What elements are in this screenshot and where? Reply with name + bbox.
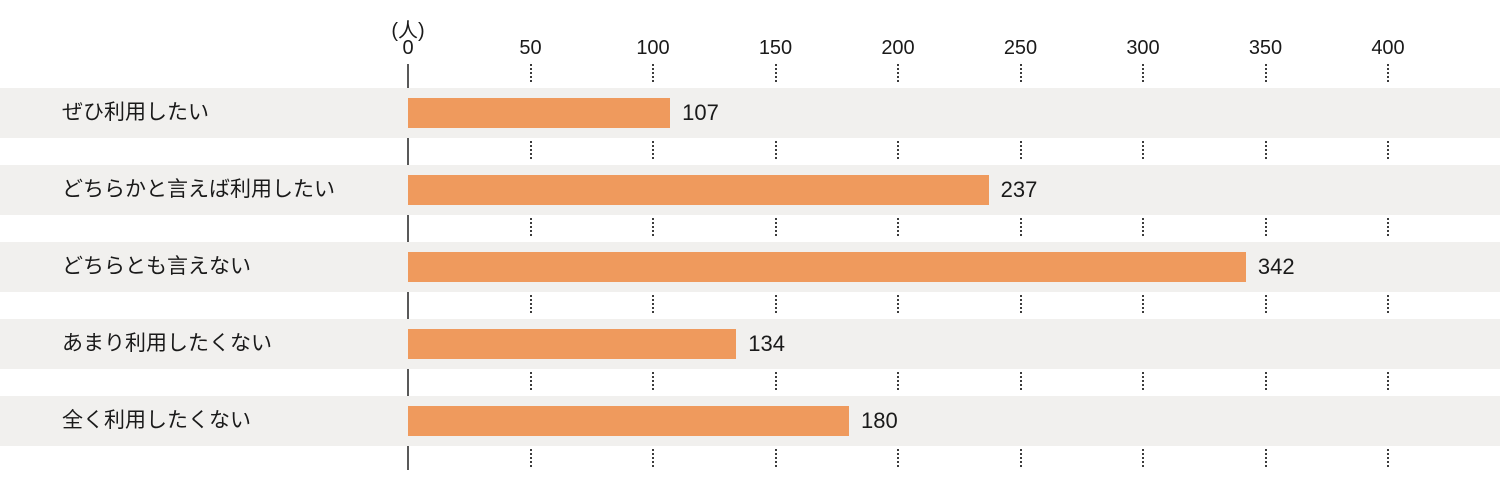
category-label: 全く利用したくない — [62, 409, 251, 432]
grid-tick-mark — [774, 449, 777, 467]
x-axis-tick-label: 300 — [1126, 37, 1160, 59]
x-axis-tick-label: 0 — [402, 37, 414, 59]
grid-tick-mark — [897, 218, 899, 236]
category-label: どちらとも言えない — [62, 255, 251, 278]
chart-row: どちらかと言えば利用したい 237 — [0, 165, 1500, 215]
category-label: あまり利用したくない — [62, 332, 272, 355]
grid-tick-mark — [897, 295, 899, 313]
grid-tick-mark — [529, 141, 532, 159]
chart-row: ぜひ利用したい 107 — [0, 88, 1500, 138]
grid-tick-mark — [652, 218, 654, 236]
grid-tick-mark — [1142, 141, 1144, 159]
value-label: 107 — [682, 100, 719, 125]
grid-tick-mark — [1387, 295, 1389, 313]
grid-tick-mark — [529, 218, 532, 236]
chart-row: 全く利用したくない 180 — [0, 396, 1500, 446]
grid-tick-mark — [652, 372, 654, 390]
x-axis-tick-label: 200 — [881, 37, 915, 59]
grid-tick-mark — [1142, 218, 1144, 236]
grid-tick-mark — [1387, 449, 1389, 467]
category-label: ぜひ利用したい — [62, 101, 209, 124]
grid-tick-mark — [1264, 64, 1267, 82]
axis-unit-label: (人) — [391, 20, 425, 42]
grid-tick-mark — [897, 64, 899, 82]
grid-tick-mark — [1019, 218, 1022, 236]
grid-tick-mark — [774, 295, 777, 313]
grid-tick-mark — [1264, 449, 1267, 467]
grid-tick-mark — [897, 449, 899, 467]
x-axis-tick-label: 350 — [1248, 37, 1283, 59]
value-label: 180 — [861, 408, 898, 433]
grid-tick-mark — [652, 295, 654, 313]
grid-tick-mark — [1387, 372, 1389, 390]
grid-tick-mark — [529, 372, 532, 390]
grid-tick-mark — [774, 372, 777, 390]
grid-tick-mark — [529, 295, 532, 313]
grid-tick-mark — [1142, 64, 1144, 82]
x-axis-tick-label: 150 — [758, 37, 793, 59]
grid-tick-mark — [1019, 64, 1022, 82]
value-label: 237 — [1000, 177, 1038, 202]
grid-tick-mark — [774, 64, 777, 82]
x-axis-tick-label: 400 — [1371, 37, 1405, 59]
chart-row: どちらとも言えない 342 — [0, 242, 1500, 292]
grid-tick-mark — [1387, 218, 1389, 236]
grid-tick-mark — [1387, 141, 1389, 159]
grid-tick-mark — [529, 64, 532, 82]
grid-tick-mark — [1142, 372, 1144, 390]
grid-tick-mark — [652, 141, 654, 159]
grid-tick-mark — [897, 372, 899, 390]
value-label: 134 — [748, 331, 786, 356]
grid-tick-mark — [1019, 449, 1022, 467]
x-axis-tick-label: 250 — [1003, 37, 1038, 59]
grid-tick-mark — [1264, 295, 1267, 313]
grid-tick-mark — [1019, 295, 1022, 313]
value-label: 342 — [1257, 254, 1295, 279]
grid-tick-mark — [652, 64, 654, 82]
grid-tick-mark — [1142, 449, 1144, 467]
bar — [408, 406, 849, 436]
chart-row: あまり利用したくない 134 — [0, 319, 1500, 369]
grid-tick-mark — [1019, 141, 1022, 159]
grid-tick-mark — [1387, 64, 1389, 82]
grid-tick-mark — [1264, 141, 1267, 159]
bar — [408, 252, 1246, 282]
grid-tick-mark — [774, 141, 777, 159]
bar — [408, 175, 989, 205]
grid-tick-mark — [774, 218, 777, 236]
grid-tick-mark — [1264, 372, 1267, 390]
grid-tick-mark — [652, 449, 654, 467]
grid-tick-mark — [1019, 372, 1022, 390]
grid-tick-mark — [529, 449, 532, 467]
grid-tick-mark — [1142, 295, 1144, 313]
bar — [408, 98, 671, 128]
category-label: どちらかと言えば利用したい — [62, 178, 335, 201]
grid-tick-mark — [897, 141, 899, 159]
grid-tick-mark — [1264, 218, 1267, 236]
x-axis-tick-label: 50 — [519, 37, 542, 59]
x-axis-tick-label: 100 — [636, 37, 670, 59]
bar — [408, 329, 737, 359]
